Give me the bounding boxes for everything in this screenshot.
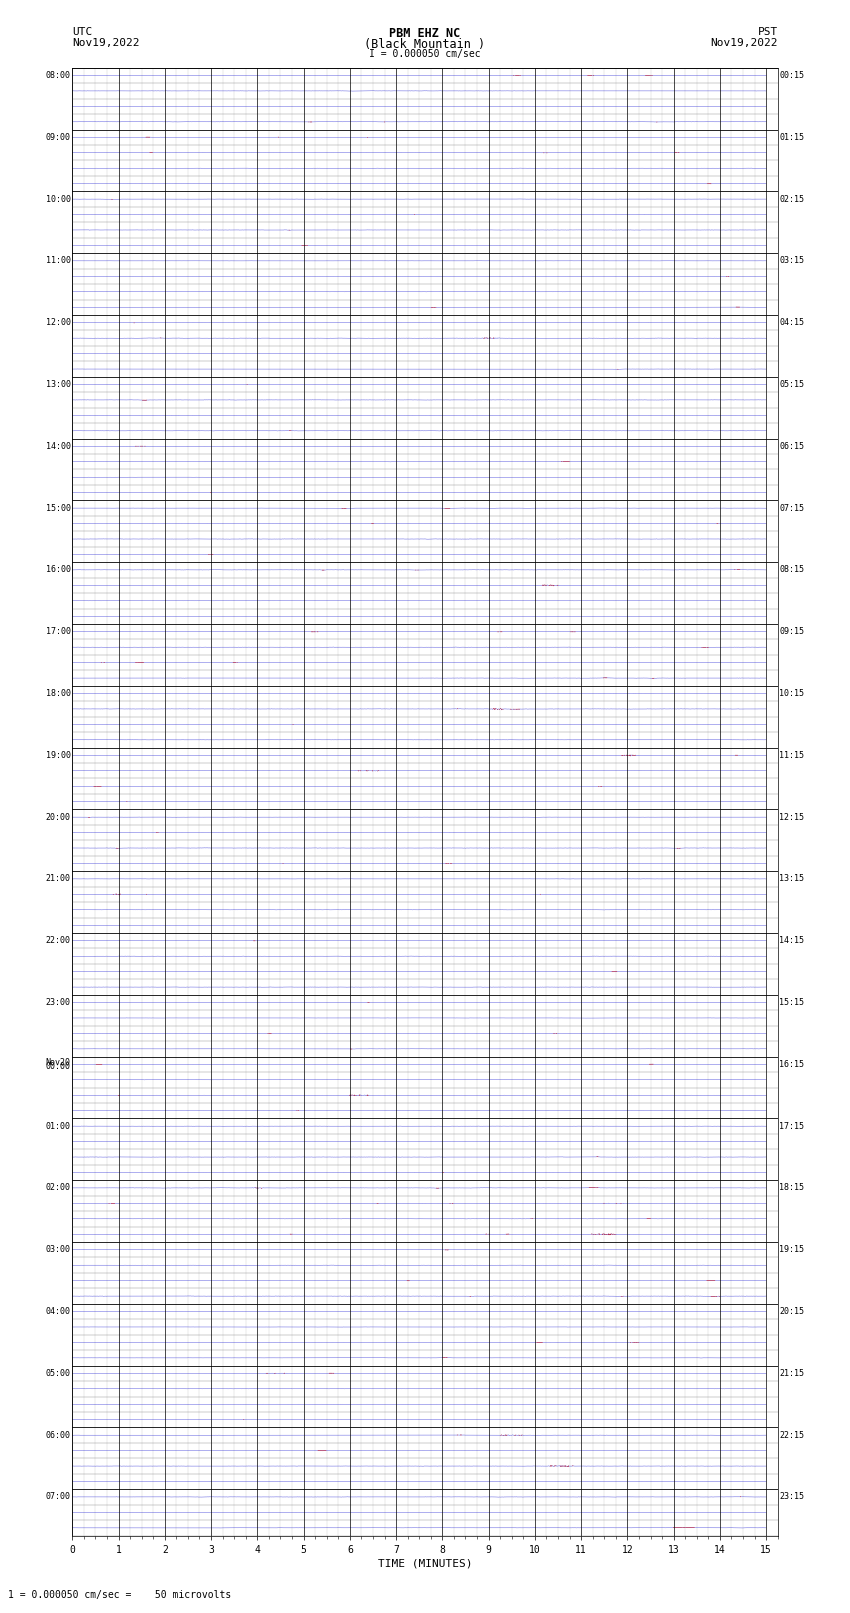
Text: 21:15: 21:15: [779, 1369, 804, 1378]
Text: 16:15: 16:15: [779, 1060, 804, 1069]
Text: 14:15: 14:15: [779, 936, 804, 945]
Text: PBM EHZ NC: PBM EHZ NC: [389, 26, 461, 40]
Text: 16:00: 16:00: [46, 566, 71, 574]
Text: 03:00: 03:00: [46, 1245, 71, 1255]
Text: 18:00: 18:00: [46, 689, 71, 698]
Text: 23:00: 23:00: [46, 998, 71, 1007]
Text: 11:15: 11:15: [779, 750, 804, 760]
X-axis label: TIME (MINUTES): TIME (MINUTES): [377, 1558, 473, 1569]
Text: 11:00: 11:00: [46, 256, 71, 266]
Text: 18:15: 18:15: [779, 1184, 804, 1192]
Text: I = 0.000050 cm/sec: I = 0.000050 cm/sec: [369, 50, 481, 60]
Text: 05:00: 05:00: [46, 1369, 71, 1378]
Text: 20:15: 20:15: [779, 1307, 804, 1316]
Text: 00:00: 00:00: [46, 1061, 71, 1071]
Text: 19:15: 19:15: [779, 1245, 804, 1255]
Text: 01:15: 01:15: [779, 132, 804, 142]
Text: UTC: UTC: [72, 26, 93, 37]
Text: Nov20: Nov20: [46, 1058, 71, 1066]
Text: Nov19,2022: Nov19,2022: [72, 37, 139, 48]
Text: 12:15: 12:15: [779, 813, 804, 821]
Text: 01:00: 01:00: [46, 1121, 71, 1131]
Text: 13:15: 13:15: [779, 874, 804, 884]
Text: 05:15: 05:15: [779, 381, 804, 389]
Text: 08:15: 08:15: [779, 566, 804, 574]
Text: 21:00: 21:00: [46, 874, 71, 884]
Text: (Black Mountain ): (Black Mountain ): [365, 37, 485, 52]
Text: 20:00: 20:00: [46, 813, 71, 821]
Text: 15:15: 15:15: [779, 998, 804, 1007]
Text: 08:00: 08:00: [46, 71, 71, 81]
Text: 17:15: 17:15: [779, 1121, 804, 1131]
Text: 19:00: 19:00: [46, 750, 71, 760]
Text: 07:15: 07:15: [779, 503, 804, 513]
Text: 00:15: 00:15: [779, 71, 804, 81]
Text: 12:00: 12:00: [46, 318, 71, 327]
Text: 09:15: 09:15: [779, 627, 804, 636]
Text: 10:15: 10:15: [779, 689, 804, 698]
Text: 13:00: 13:00: [46, 381, 71, 389]
Text: 06:00: 06:00: [46, 1431, 71, 1440]
Text: 04:00: 04:00: [46, 1307, 71, 1316]
Text: 22:00: 22:00: [46, 936, 71, 945]
Text: 09:00: 09:00: [46, 132, 71, 142]
Text: 07:00: 07:00: [46, 1492, 71, 1502]
Text: 14:00: 14:00: [46, 442, 71, 450]
Text: 22:15: 22:15: [779, 1431, 804, 1440]
Text: Nov19,2022: Nov19,2022: [711, 37, 778, 48]
Text: 1 = 0.000050 cm/sec =    50 microvolts: 1 = 0.000050 cm/sec = 50 microvolts: [8, 1590, 232, 1600]
Text: PST: PST: [757, 26, 778, 37]
Text: 15:00: 15:00: [46, 503, 71, 513]
Text: 10:00: 10:00: [46, 195, 71, 203]
Text: 02:00: 02:00: [46, 1184, 71, 1192]
Text: 02:15: 02:15: [779, 195, 804, 203]
Text: 03:15: 03:15: [779, 256, 804, 266]
Text: 23:15: 23:15: [779, 1492, 804, 1502]
Text: 17:00: 17:00: [46, 627, 71, 636]
Text: 04:15: 04:15: [779, 318, 804, 327]
Text: 06:15: 06:15: [779, 442, 804, 450]
